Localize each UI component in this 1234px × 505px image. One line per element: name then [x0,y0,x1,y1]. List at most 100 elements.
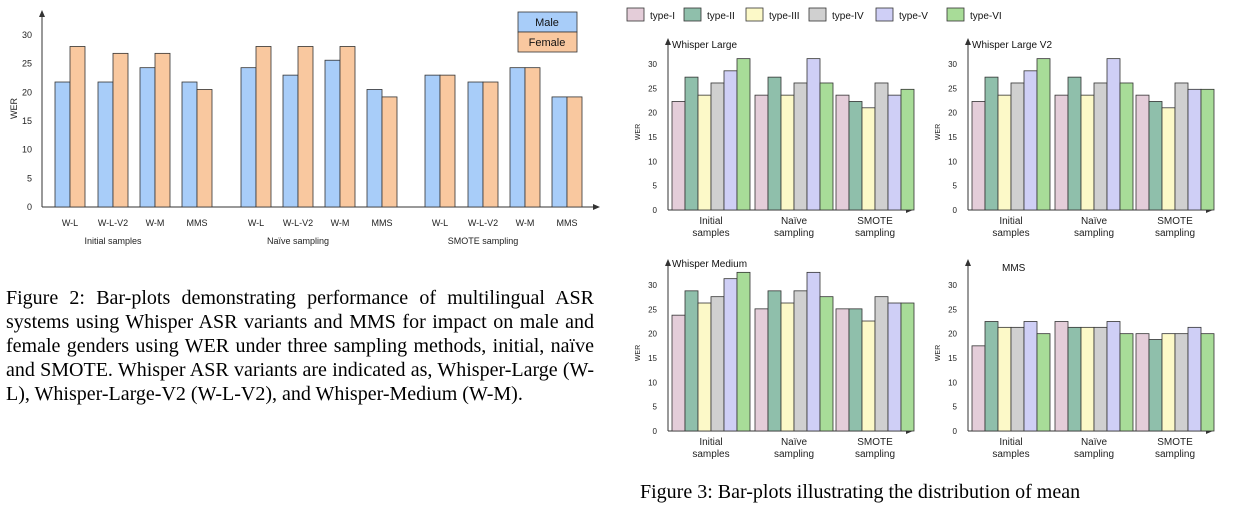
x-tick-label: W-M [146,218,165,228]
bar-female [439,74,456,208]
x-tick-label: Naïve [781,216,808,227]
y-tick-label: 5 [953,182,958,191]
bar-male [139,67,156,208]
bar-type-i [671,314,686,432]
y-tick-label: 30 [22,30,32,40]
bar-female [566,96,583,208]
x-tick-label: sampling [774,228,814,239]
x-tick-label: samples [992,228,1029,239]
x-tick-label: samples [692,449,729,460]
legend-swatch-type-iii [745,7,764,22]
bar-female [524,67,541,208]
y-axis-label: WER [635,345,642,361]
bar-male [551,96,568,208]
group-label: Naïve sampling [267,236,329,246]
bar-type-iii [1161,333,1176,432]
y-tick-label: 10 [948,157,957,166]
bar-type-i [1135,94,1150,211]
y-axis-label: WER [935,345,942,361]
y-tick-label: 5 [653,403,658,412]
panel-title: Whisper Large V2 [972,40,1052,51]
bar-type-iv [1174,333,1189,432]
x-tick-label: Naïve [781,437,808,448]
x-tick-label: W-L [62,218,78,228]
bar-type-iv [793,82,808,211]
bar-male [467,81,484,208]
bar-female [196,89,213,208]
y-axis-arrow [965,259,971,266]
bar-type-iii [861,320,876,432]
bar-type-ii [984,76,999,211]
y-axis-label: WER [935,124,942,140]
bar-type-i [754,94,769,211]
y-tick-label: 25 [22,59,32,69]
x-tick-label: SMOTE [1157,437,1193,448]
y-tick-label: 10 [648,157,657,166]
y-tick-label: 20 [948,109,957,118]
x-tick-label: MMS [372,218,393,228]
bar-type-iii [997,326,1012,432]
bar-type-i [671,101,686,211]
bar-type-iv [1010,326,1025,432]
x-tick-label: samples [692,228,729,239]
bar-type-i [754,308,769,432]
y-tick-label: 20 [22,87,32,97]
y-axis-label: WER [635,124,642,140]
bar-female [381,96,398,208]
x-tick-label: samples [992,449,1029,460]
group-label: Initial samples [84,236,142,246]
bar-female [69,46,86,208]
bar-type-vi [1200,333,1215,432]
y-tick-label: 30 [648,60,657,69]
bar-type-i [1054,94,1069,211]
x-tick-label: sampling [855,449,895,460]
y-tick-label: 5 [953,403,958,412]
bar-type-ii [848,101,863,211]
x-tick-label: Initial [699,437,722,448]
legend-label-type-vi: type-VI [970,11,1002,22]
legend-label-type-i: type-I [650,11,675,22]
bar-type-v [806,271,821,432]
x-tick-label: Initial [699,216,722,227]
x-tick-label: sampling [1155,228,1195,239]
y-tick-label: 20 [648,109,657,118]
x-tick-label: sampling [855,228,895,239]
x-tick-label: W-L-V2 [98,218,128,228]
x-tick-label: sampling [1074,228,1114,239]
x-tick-label: sampling [774,449,814,460]
y-tick-label: 20 [948,330,957,339]
figure-2-caption: Figure 2: Bar-plots demonstrating perfor… [6,287,594,405]
y-tick-label: 5 [27,173,32,183]
bar-female [482,81,499,208]
bar-type-i [971,345,986,432]
x-tick-label: SMOTE [857,437,893,448]
bar-type-iii [780,302,795,432]
bar-type-iii [1161,107,1176,211]
y-axis-arrow [39,10,45,17]
bar-type-ii [848,308,863,432]
y-axis-arrow [665,38,671,45]
x-tick-label: MMS [557,218,578,228]
bar-male [324,59,341,208]
figure-2-gender-wer-chart: 0 5 10 15 20 25 30 WER W-L W-L-V2 W-M MMS W-L W-L-V2 W… [9,10,600,246]
bar-type-v [806,58,821,211]
y-axis-arrow [965,38,971,45]
bar-type-v [1023,321,1038,432]
y-tick-label: 0 [653,206,658,215]
y-tick-label: 15 [948,354,957,363]
y-tick-label: 25 [948,84,957,93]
legend-label-type-ii: type-II [707,11,735,22]
x-tick-label: SMOTE [857,216,893,227]
bar-type-vi [819,296,834,432]
y-tick-label: 10 [648,378,657,387]
y-tick-label: 5 [653,182,658,191]
legend-label-female: Female [529,37,566,49]
x-axis-arrow [593,204,600,210]
bar-type-iv [710,296,725,432]
y-tick-label: 10 [948,378,957,387]
bar-female [339,46,356,208]
legend-label-type-iv: type-IV [832,11,864,22]
x-tick-label: W-L [248,218,264,228]
bar-type-ii [684,290,699,432]
